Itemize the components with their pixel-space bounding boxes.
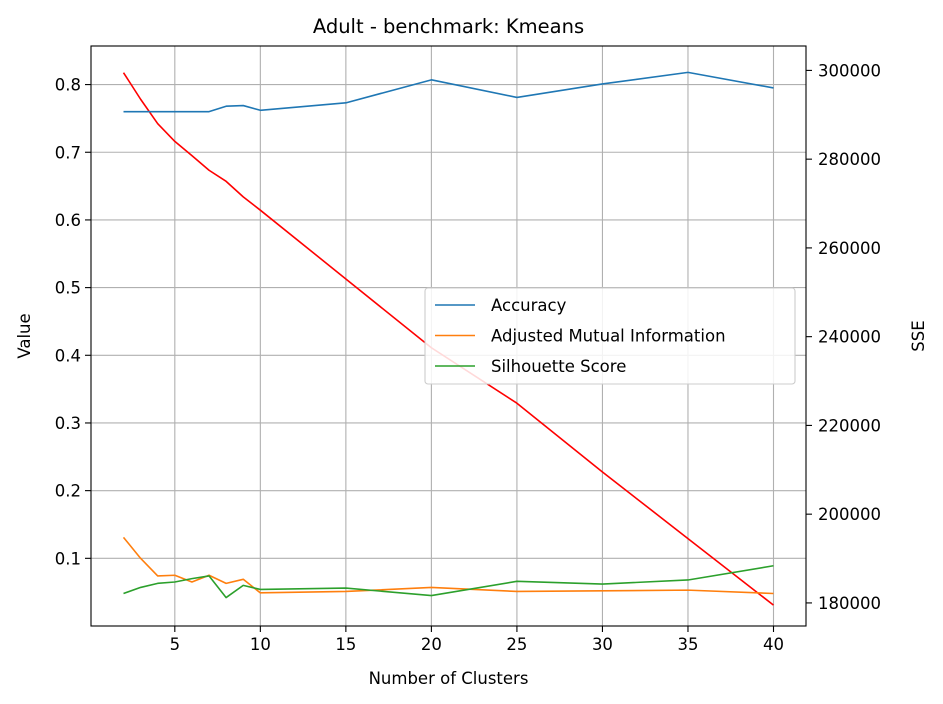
legend-label-adjusted-mutual-information: Adjusted Mutual Information — [491, 327, 726, 346]
x-tick-label: 20 — [421, 635, 442, 654]
legend-label-accuracy: Accuracy — [491, 296, 567, 315]
right-axis-ticks: 180000 200000 220000 240000 260000 280000 3000… — [806, 61, 881, 613]
legend-box — [424, 287, 796, 385]
x-axis-ticks: 5 10 15 20 25 30 35 40 — [170, 626, 784, 654]
right-tick-label: 200000 — [818, 505, 881, 524]
y-tick-label: 0.6 — [55, 211, 81, 230]
x-tick-label: 5 — [170, 635, 181, 654]
series-line-silhouette-score — [123, 564, 774, 599]
x-tick-label: 40 — [763, 635, 784, 654]
right-tick-label: 180000 — [818, 594, 881, 613]
series-line-adjusted-mutual-information — [122, 536, 774, 595]
y-tick-label: 0.5 — [55, 279, 81, 298]
x-tick-label: 25 — [506, 635, 527, 654]
x-axis-title: Number of Clusters — [369, 669, 529, 688]
y-axis-ticks: 0.1 0.2 0.3 0.4 0.5 0.6 0.7 0.8 — [55, 76, 91, 568]
series-layer — [122, 71, 774, 606]
x-tick-label: 30 — [592, 635, 613, 654]
right-tick-label: 220000 — [818, 416, 881, 435]
y-tick-label: 0.3 — [55, 414, 81, 433]
y-tick-label: 0.2 — [55, 482, 81, 501]
y-tick-label: 0.4 — [55, 346, 81, 365]
y-tick-label: 0.8 — [55, 76, 81, 95]
y-tick-label: 0.7 — [55, 143, 81, 162]
right-tick-label: 260000 — [818, 239, 881, 258]
plot-frame — [90, 45, 807, 627]
right-axis-title: SSE — [909, 320, 928, 351]
right-tick-label: 300000 — [818, 61, 881, 80]
x-tick-label: 35 — [677, 635, 698, 654]
y-axis-title: Value — [15, 313, 34, 358]
legend: Accuracy Adjusted Mutual Information Silho… — [424, 287, 796, 385]
y-tick-label: 0.1 — [55, 549, 81, 568]
x-tick-label: 10 — [250, 635, 271, 654]
chart-title: Adult - benchmark: Kmeans — [313, 15, 584, 38]
series-line-sse — [122, 72, 774, 606]
right-tick-label: 280000 — [818, 150, 881, 169]
right-tick-label: 240000 — [818, 328, 881, 347]
legend-label-silhouette-score: Silhouette Score — [491, 357, 626, 376]
x-tick-label: 15 — [335, 635, 356, 654]
series-line-accuracy — [123, 71, 774, 113]
